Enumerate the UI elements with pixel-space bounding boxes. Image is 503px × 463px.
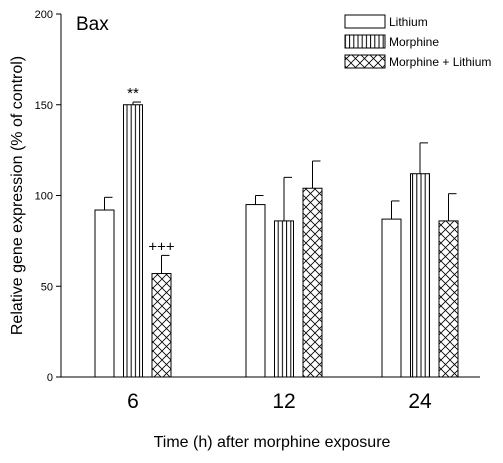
y-tick-label: 50 [41, 281, 53, 293]
bar [438, 220, 459, 378]
bar [274, 220, 294, 378]
x-tick-label: 24 [408, 390, 432, 413]
y-tick-label: 0 [47, 372, 53, 384]
bar [123, 104, 143, 378]
significance-label: ** [127, 85, 139, 102]
legend: Lithium Morphine Morphine + Lithium [344, 14, 491, 69]
legend-label: Morphine [389, 35, 439, 49]
legend-swatch [344, 34, 386, 49]
legend-swatch [344, 14, 386, 29]
significance-label: +++ [148, 238, 175, 255]
error-bars: ** +++ [104, 85, 457, 274]
legend-swatch [344, 54, 386, 69]
legend-label: Lithium [389, 15, 428, 29]
bar [94, 209, 115, 378]
bars [94, 104, 459, 378]
chart-title: Bax [76, 14, 109, 35]
y-tick-label: 100 [35, 191, 53, 203]
x-axis-title: Time (h) after morphine exposure [154, 434, 391, 451]
x-tick-label: 12 [272, 390, 295, 413]
y-axis-title: Relative gene expression (% of control) [9, 56, 26, 335]
chart-labels: Bax Time (h) after morphine exposure Rel… [9, 14, 391, 451]
bar [302, 187, 323, 378]
legend-label: Morphine + Lithium [389, 55, 491, 69]
bar [151, 273, 172, 378]
bar [245, 204, 266, 378]
bar [381, 218, 402, 378]
y-tick-label: 200 [35, 9, 53, 21]
x-tick-label: 6 [127, 390, 139, 413]
bar [410, 173, 430, 378]
y-tick-label: 150 [35, 100, 53, 112]
